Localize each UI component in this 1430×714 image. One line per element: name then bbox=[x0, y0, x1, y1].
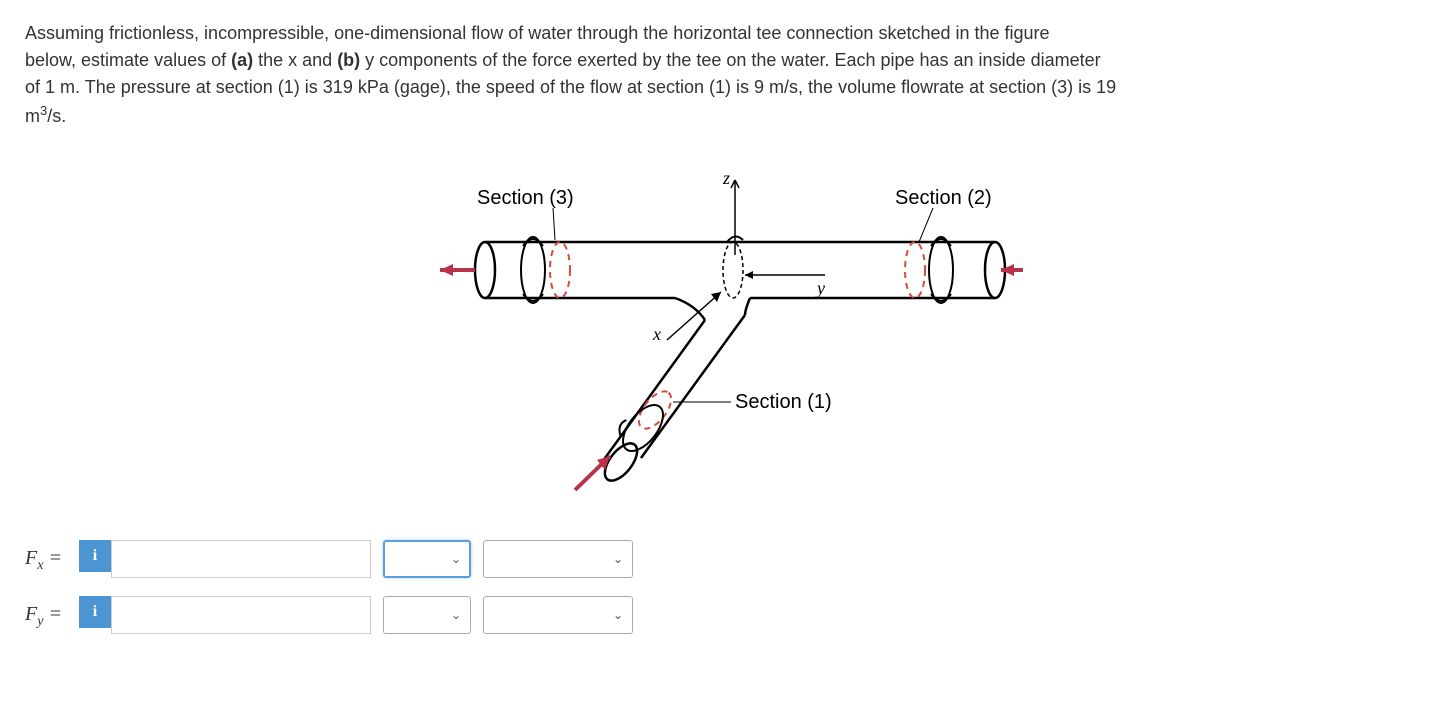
section3-label: Section (3) bbox=[477, 187, 574, 209]
fx-prefix-select-wrap: ⌄ bbox=[383, 540, 471, 578]
problem-line4-prefix: m bbox=[25, 106, 40, 126]
fy-input-group: i bbox=[79, 596, 371, 634]
fy-value-input[interactable] bbox=[111, 596, 371, 634]
fy-unit-prefix-select[interactable] bbox=[383, 596, 471, 634]
info-icon[interactable]: i bbox=[79, 540, 111, 572]
section2-label: Section (2) bbox=[895, 187, 992, 209]
figure-svg: z y x bbox=[405, 160, 1025, 500]
tee-figure: z y x bbox=[405, 160, 1025, 500]
x-axis-label: x bbox=[652, 324, 661, 344]
fx-unit-select[interactable] bbox=[483, 540, 633, 578]
fy-label: Fy = bbox=[25, 599, 67, 632]
problem-line1: Assuming frictionless, incompressible, o… bbox=[25, 23, 1050, 43]
problem-bold-a: (a) bbox=[231, 50, 253, 70]
problem-line4-suffix: /s. bbox=[47, 106, 66, 126]
problem-statement: Assuming frictionless, incompressible, o… bbox=[25, 20, 1405, 130]
problem-bold-b: (b) bbox=[337, 50, 360, 70]
fx-label: Fx = bbox=[25, 543, 67, 576]
fy-prefix-select-wrap: ⌄ bbox=[383, 596, 471, 634]
fx-unit-select-wrap: ⌄ bbox=[483, 540, 633, 578]
info-icon[interactable]: i bbox=[79, 596, 111, 628]
figure-container: z y x bbox=[25, 160, 1405, 500]
section1-label: Section (1) bbox=[735, 391, 832, 413]
z-axis-label: z bbox=[722, 168, 730, 188]
problem-line2-a: below, estimate values of bbox=[25, 50, 231, 70]
fy-unit-select-wrap: ⌄ bbox=[483, 596, 633, 634]
answer-section: Fx = i ⌄ ⌄ Fy = i ⌄ bbox=[25, 540, 1405, 634]
problem-line2-b: the x and bbox=[253, 50, 337, 70]
y-axis-label: y bbox=[815, 278, 825, 298]
fx-unit-prefix-select[interactable] bbox=[383, 540, 471, 578]
fx-row: Fx = i ⌄ ⌄ bbox=[25, 540, 1405, 578]
problem-line3: of 1 m. The pressure at section (1) is 3… bbox=[25, 77, 1116, 97]
problem-line2-c: y components of the force exerted by the… bbox=[360, 50, 1100, 70]
fx-input-group: i bbox=[79, 540, 371, 578]
fy-row: Fy = i ⌄ ⌄ bbox=[25, 596, 1405, 634]
fy-unit-select[interactable] bbox=[483, 596, 633, 634]
fx-value-input[interactable] bbox=[111, 540, 371, 578]
